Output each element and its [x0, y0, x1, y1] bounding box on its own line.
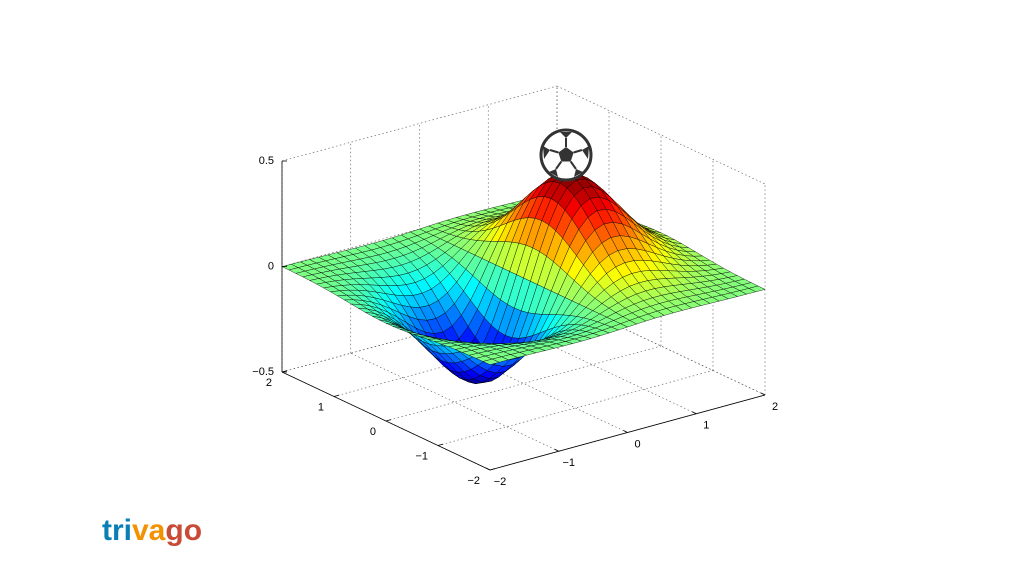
x-tick-label: 1: [703, 420, 709, 432]
logo-part: tri: [102, 514, 132, 547]
tick-mark: [485, 467, 491, 471]
z-tick-label: −0.5: [252, 366, 274, 378]
x-tick-label: −2: [494, 476, 507, 488]
tick-mark: [554, 448, 559, 452]
tick-mark: [281, 370, 288, 373]
logo: trivago: [102, 514, 202, 547]
z-tick-label: 0: [268, 260, 274, 272]
y-tick-label: 1: [318, 401, 324, 413]
tick-mark: [437, 443, 444, 446]
logo-part: go: [165, 514, 202, 547]
y-tick-label: 2: [266, 377, 272, 389]
surface: [281, 172, 766, 384]
tick-mark: [760, 392, 766, 396]
logo-part: va: [132, 514, 166, 547]
axes: −0.5 0 0.5 −2 −1 0 1 2 −2 −1 0 1 2: [252, 155, 778, 488]
x-tick-label: 2: [772, 401, 778, 413]
tick-mark: [385, 419, 392, 422]
y-tick-label: −1: [415, 450, 428, 462]
surface-patch: [482, 358, 500, 365]
x-tick-label: 0: [634, 438, 640, 450]
tick-mark: [623, 430, 628, 433]
x-tick-label: −1: [562, 457, 575, 469]
y-tick-label: −2: [467, 475, 480, 487]
tick-mark: [333, 394, 340, 397]
y-tick-label: 0: [370, 426, 376, 438]
z-tick-label: 0.5: [259, 155, 274, 167]
tick-mark: [489, 468, 496, 471]
soccer-ball: [539, 128, 593, 182]
tick-mark: [692, 411, 697, 415]
